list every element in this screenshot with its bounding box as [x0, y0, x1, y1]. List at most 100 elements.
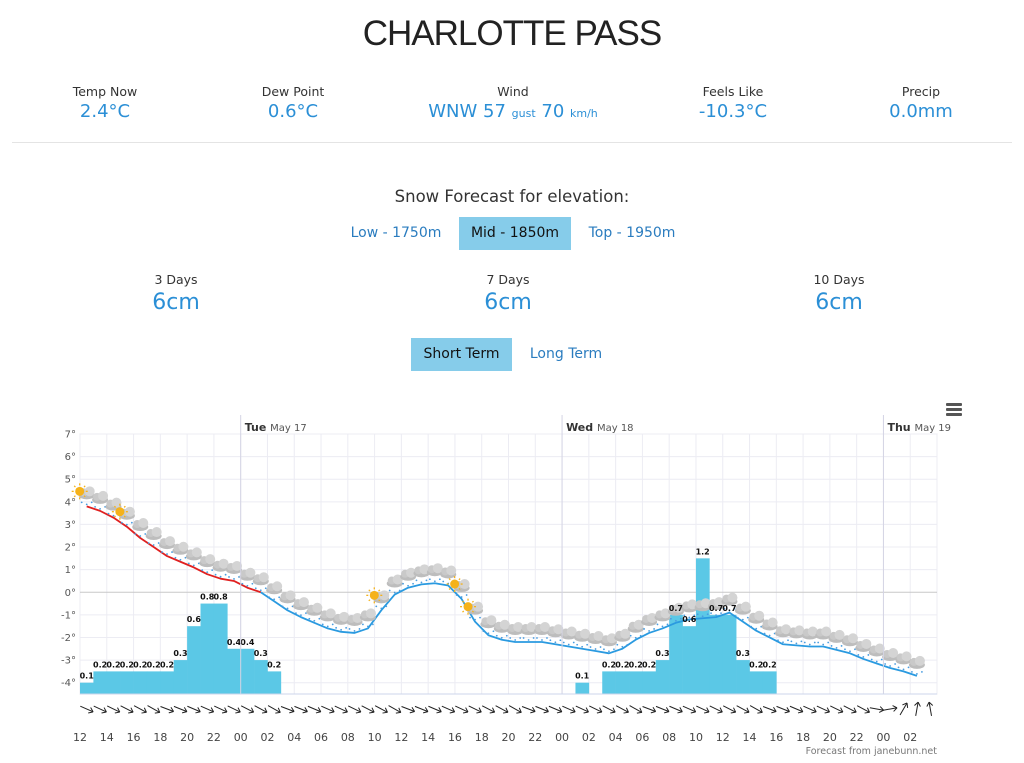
long-term-button[interactable]: Long Term — [529, 346, 603, 362]
elevation-top-button[interactable]: Top - 1950m — [588, 225, 676, 241]
wind-arrow-icon — [882, 704, 899, 714]
cloud-snow-icon — [71, 482, 95, 506]
wind-arrow-icon — [239, 702, 256, 716]
wind-arrow-icon — [600, 702, 618, 716]
snowfall-bar — [240, 648, 255, 694]
series-line-feels-like — [260, 582, 918, 677]
bar-value-label: 1.2 — [696, 547, 710, 556]
cloud-snow-icon — [225, 560, 242, 580]
x-tick-label: 00 — [876, 731, 890, 744]
snowfall-bar — [629, 671, 643, 694]
cloud-snow-icon — [721, 592, 738, 612]
days-value: 6cm — [484, 290, 532, 315]
short-term-button[interactable]: Short Term — [411, 338, 512, 371]
x-tick-label: 10 — [689, 731, 703, 744]
snowfall-bar — [200, 603, 215, 694]
bar-value-label: 0.8 — [214, 593, 229, 602]
x-tick-label: 22 — [207, 731, 221, 744]
x-tick-label: 12 — [394, 731, 408, 744]
bar-value-label: 0.3 — [173, 649, 187, 658]
cloud-snow-icon — [882, 648, 899, 667]
bar-value-label: 0.2 — [629, 660, 643, 669]
wind-arrow-icon — [734, 702, 751, 716]
y-tick-label: -2° — [61, 633, 76, 644]
snowfall-bars — [80, 558, 777, 694]
snowfall-bar — [669, 614, 683, 694]
stat-label: Temp Now — [72, 84, 138, 99]
snowfall-bar — [749, 671, 764, 694]
stat-label: Precip — [901, 84, 941, 99]
wind-arrow-icon — [386, 702, 403, 716]
wind-arrow-icon — [145, 702, 162, 716]
wind-arrow-icon — [654, 703, 671, 715]
bar-labels: 0.10.2 0.2 0.2 0.2 0.2 0.20.30.60.8 0.80.4 0.40… — [80, 547, 777, 680]
x-tick-label: 04 — [609, 731, 623, 744]
days-value: 6cm — [152, 290, 200, 315]
cloud-snow-icon — [600, 633, 617, 653]
hamburger-menu-icon[interactable] — [946, 403, 962, 417]
wind-arrow-icon — [413, 703, 430, 715]
x-tick-label: 08 — [341, 731, 355, 744]
cloud-snow-icon — [413, 564, 430, 584]
wind-arrow-icon — [681, 702, 698, 716]
y-tick-label: 0° — [65, 588, 76, 599]
x-tick-label: 02 — [582, 731, 596, 744]
x-tick-label: 12 — [73, 731, 87, 744]
wind-arrow-icon — [533, 703, 551, 715]
y-tick-label: 6° — [65, 452, 76, 463]
wind-arrow-icon — [748, 702, 765, 716]
stat-wind: Wind WNW 57 gust 70 km/h — [403, 84, 623, 122]
wind-arrow-icon — [721, 702, 738, 716]
snowfall-bar — [736, 660, 750, 694]
cloud-snow-icon — [426, 563, 443, 583]
snowfall-bar — [709, 614, 724, 694]
cloud-snow-icon — [111, 503, 135, 526]
wind-arrow-icon — [359, 702, 376, 716]
snowfall-bar — [187, 626, 201, 694]
x-tick-label: 18 — [475, 731, 489, 744]
cloud-snow-icon — [908, 655, 925, 675]
wind-arrow-icon — [801, 702, 818, 716]
bar-value-label: 0.2 — [267, 660, 281, 669]
x-tick-label: 18 — [796, 731, 810, 744]
stat-value: 0.0mm — [889, 101, 953, 122]
bar-value-label: 0.8 — [200, 593, 215, 602]
snowfall-bar — [655, 660, 670, 694]
total-3-days: 3 Days 6cm — [96, 272, 256, 315]
wind-arrow-icon — [547, 703, 564, 715]
day-label: Thu May 19 — [887, 421, 951, 434]
cloud-snow-icon — [252, 572, 269, 592]
bar-value-label: 0.4 — [240, 638, 255, 647]
cloud-snow-icon — [266, 581, 283, 601]
day-label: Wed May 18 — [566, 421, 633, 434]
wind-arrow-icon — [841, 702, 859, 716]
temperature-lines — [86, 505, 918, 677]
wind-arrow-icon — [855, 702, 872, 716]
bar-value-label: 0.1 — [575, 672, 590, 681]
x-tick-label: 16 — [448, 731, 462, 744]
wind-arrow-icon — [815, 702, 832, 716]
wind-unit: km/h — [570, 107, 598, 120]
x-tick-label: 10 — [368, 731, 382, 744]
elevation-low-button[interactable]: Low - 1750m — [350, 225, 442, 241]
wind-arrow-icon — [185, 703, 202, 715]
x-tick-label: 14 — [100, 731, 114, 744]
wind-arrow-icon — [292, 703, 310, 715]
cloud-snow-icon — [493, 619, 510, 639]
wind-arrow-icon — [828, 702, 845, 716]
x-tick-label: 00 — [555, 731, 569, 744]
snowfall-bar — [267, 671, 282, 694]
elevation-heading: Snow Forecast for elevation: — [394, 187, 630, 206]
snowfall-bar — [682, 626, 697, 694]
x-tick-label: 20 — [180, 731, 194, 744]
cloud-snow-icon — [828, 629, 845, 649]
cloud-snow-icon — [681, 599, 698, 619]
y-tick-label: -3° — [61, 656, 76, 667]
x-tick-label: 16 — [769, 731, 783, 744]
snowfall-bar — [146, 671, 161, 694]
snowfall-bar — [160, 671, 175, 694]
wind-arrow-icon — [453, 702, 470, 716]
elevation-mid-button[interactable]: Mid - 1850m — [459, 217, 571, 250]
divider — [12, 142, 1012, 143]
wind-arrow-icon — [252, 702, 269, 716]
